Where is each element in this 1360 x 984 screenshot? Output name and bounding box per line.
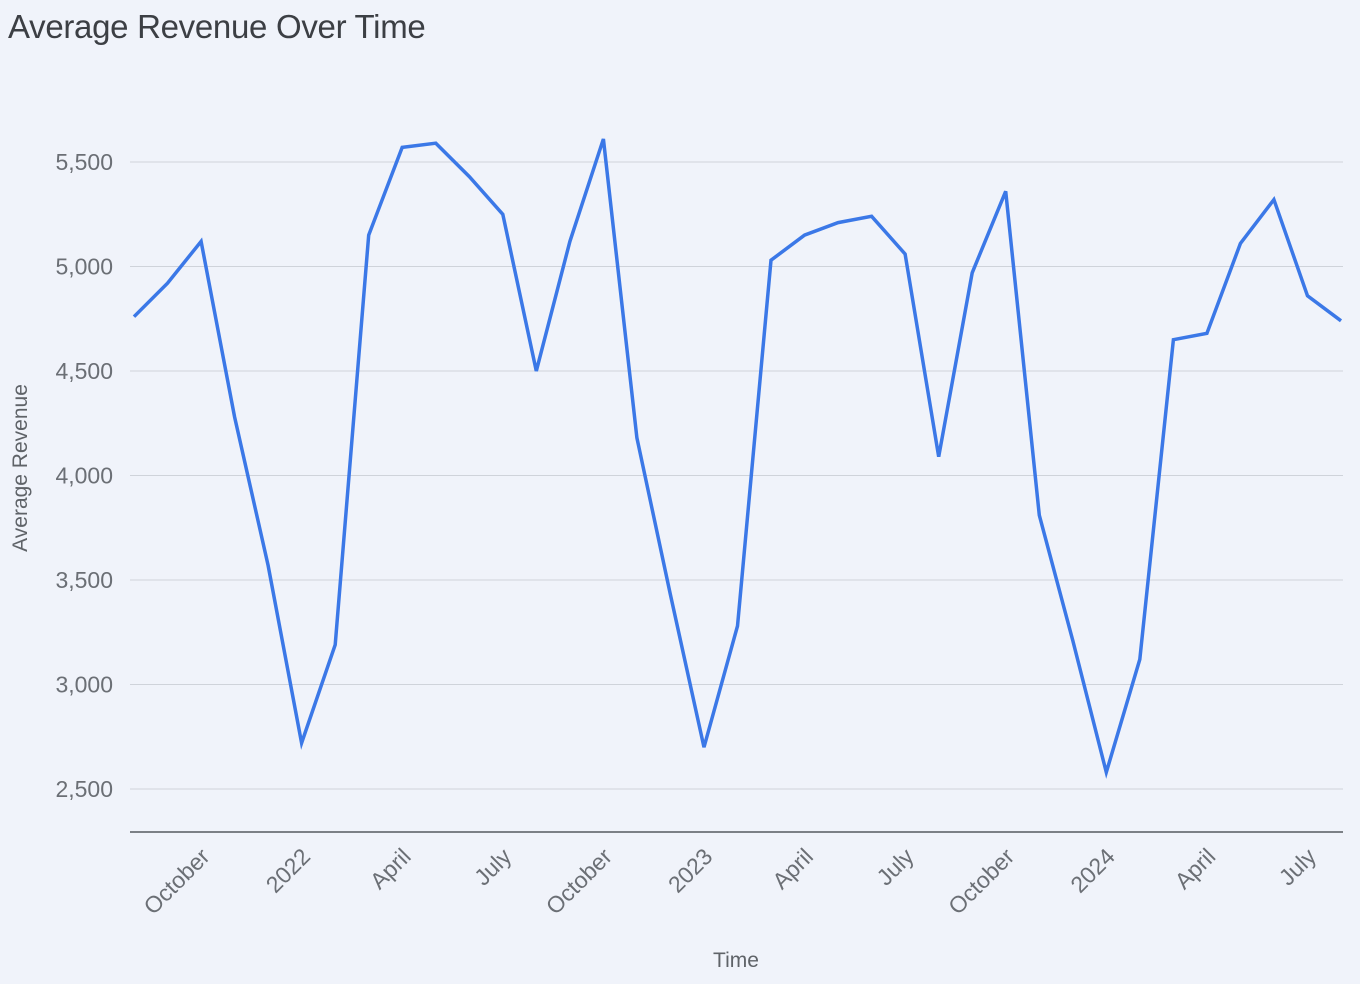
y-tick-label: 3,500 bbox=[55, 567, 113, 593]
y-tick-label: 4,500 bbox=[55, 358, 113, 384]
x-tick-label: April bbox=[1170, 843, 1221, 894]
y-axis-title: Average Revenue bbox=[9, 384, 32, 552]
x-tick-label: October bbox=[541, 843, 617, 919]
y-tick-label: 4,000 bbox=[55, 463, 113, 489]
y-tick-label: 5,000 bbox=[55, 254, 113, 280]
x-tick-label: 2024 bbox=[1065, 843, 1120, 898]
y-axis-ticks: 2,500 3,000 3,500 4,000 4,500 5,000 5,500 bbox=[55, 149, 113, 802]
x-tick-label: 2022 bbox=[261, 843, 316, 898]
x-tick-label: October bbox=[138, 843, 214, 919]
y-tick-label: 3,000 bbox=[55, 672, 113, 698]
chart-title: Average Revenue Over Time bbox=[8, 8, 426, 45]
x-tick-label: April bbox=[365, 843, 416, 894]
series-group bbox=[132, 138, 1343, 779]
x-tick-label: October bbox=[943, 843, 1019, 919]
x-tick-label: July bbox=[469, 843, 517, 891]
x-axis-title: Time bbox=[713, 949, 759, 972]
x-tick-label: July bbox=[871, 843, 919, 891]
x-tick-label: July bbox=[1274, 843, 1322, 891]
x-axis-ticks: October 2022 April July October 2023 April July… bbox=[138, 843, 1321, 920]
series-line bbox=[132, 138, 1343, 779]
y-tick-label: 5,500 bbox=[55, 149, 113, 175]
x-tick-label: April bbox=[767, 843, 818, 894]
gridlines bbox=[130, 161, 1343, 790]
y-tick-label: 2,500 bbox=[55, 776, 113, 802]
x-tick-label: 2023 bbox=[663, 843, 718, 898]
